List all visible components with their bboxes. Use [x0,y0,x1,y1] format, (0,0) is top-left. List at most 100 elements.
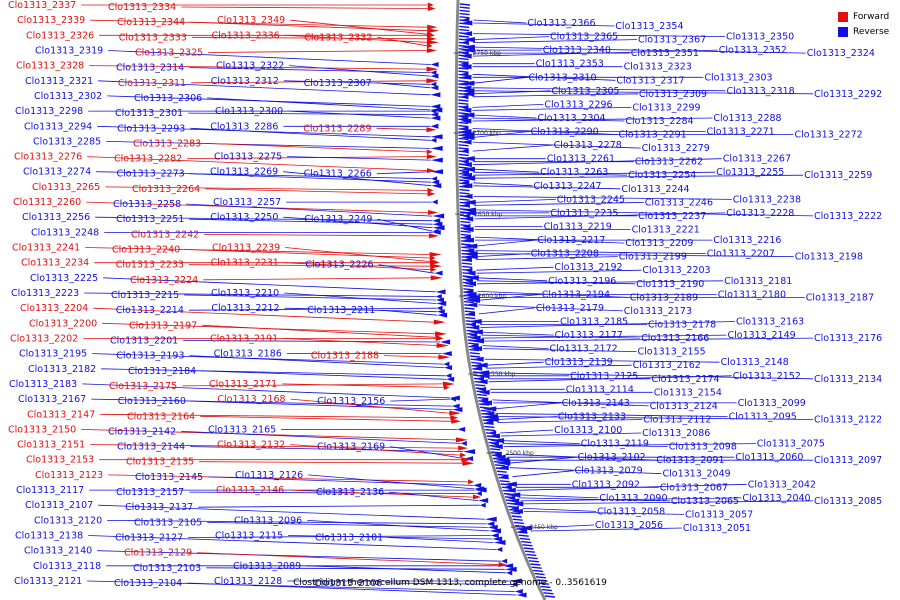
gene-label-clo1313-2192[interactable]: Clo1313_2192 [554,262,622,273]
gene-label-clo1313-2086[interactable]: Clo1313_2086 [642,428,710,439]
gene-label-clo1313-2223[interactable]: Clo1313_2223 [11,288,79,299]
gene-label-clo1313-2216[interactable]: Clo1313_2216 [713,235,781,246]
gene-label-clo1313-2225[interactable]: Clo1313_2225 [30,273,98,284]
gene-label-clo1313-2191[interactable]: Clo1313_2191 [210,334,278,345]
gene-label-clo1313-2095[interactable]: Clo1313_2095 [729,412,797,423]
gene-label-clo1313-2182[interactable]: Clo1313_2182 [28,364,96,375]
gene-label-clo1313-2224[interactable]: Clo1313_2224 [130,275,198,286]
gene-label-clo1313-2147[interactable]: Clo1313_2147 [27,409,95,420]
gene-label-clo1313-2250[interactable]: Clo1313_2250 [210,212,278,223]
gene-label-clo1313-2190[interactable]: Clo1313_2190 [636,279,704,290]
gene-label-clo1313-2172[interactable]: Clo1313_2172 [550,344,618,355]
gene-label-clo1313-2210[interactable]: Clo1313_2210 [211,288,279,299]
gene-label-clo1313-2288[interactable]: Clo1313_2288 [713,113,781,124]
gene-label-clo1313-2103[interactable]: Clo1313_2103 [133,563,201,574]
gene-label-clo1313-2107[interactable]: Clo1313_2107 [25,500,93,511]
gene-label-clo1313-2183[interactable]: Clo1313_2183 [9,379,77,390]
gene-label-clo1313-2318[interactable]: Clo1313_2318 [727,86,795,97]
gene-label-clo1313-2312[interactable]: Clo1313_2312 [211,76,279,87]
gene-label-clo1313-2247[interactable]: Clo1313_2247 [533,181,601,192]
gene-label-clo1313-2125[interactable]: Clo1313_2125 [570,371,638,382]
gene-label-clo1313-2127[interactable]: Clo1313_2127 [115,533,183,544]
gene-label-clo1313-2306[interactable]: Clo1313_2306 [134,93,202,104]
gene-label-clo1313-2208[interactable]: Clo1313_2208 [531,249,599,260]
gene-label-clo1313-2207[interactable]: Clo1313_2207 [707,249,775,260]
gene-label-clo1313-2257[interactable]: Clo1313_2257 [213,197,281,208]
gene-label-clo1313-2267[interactable]: Clo1313_2267 [723,154,791,165]
gene-label-clo1313-2349[interactable]: Clo1313_2349 [217,15,285,26]
gene-label-clo1313-2099[interactable]: Clo1313_2099 [738,398,806,409]
gene-label-clo1313-2350[interactable]: Clo1313_2350 [726,32,794,43]
gene-label-clo1313-2222[interactable]: Clo1313_2222 [814,211,882,222]
gene-label-clo1313-2168[interactable]: Clo1313_2168 [217,394,285,405]
gene-label-clo1313-2114[interactable]: Clo1313_2114 [566,384,634,395]
gene-label-clo1313-2196[interactable]: Clo1313_2196 [548,276,616,287]
gene-label-clo1313-2354[interactable]: Clo1313_2354 [615,21,683,32]
gene-label-clo1313-2286[interactable]: Clo1313_2286 [210,121,278,132]
gene-label-clo1313-2197[interactable]: Clo1313_2197 [129,320,197,331]
gene-label-clo1313-2049[interactable]: Clo1313_2049 [663,469,731,480]
gene-label-clo1313-2124[interactable]: Clo1313_2124 [650,401,718,412]
gene-label-clo1313-2319[interactable]: Clo1313_2319 [35,46,103,57]
gene-label-clo1313-2366[interactable]: Clo1313_2366 [527,18,595,29]
gene-label-clo1313-2272[interactable]: Clo1313_2272 [795,130,863,141]
gene-label-clo1313-2352[interactable]: Clo1313_2352 [719,45,787,56]
gene-label-clo1313-2326[interactable]: Clo1313_2326 [26,30,94,41]
gene-label-clo1313-2336[interactable]: Clo1313_2336 [212,30,280,41]
gene-label-clo1313-2151[interactable]: Clo1313_2151 [17,440,85,451]
gene-label-clo1313-2079[interactable]: Clo1313_2079 [575,466,643,477]
gene-label-clo1313-2098[interactable]: Clo1313_2098 [669,442,737,453]
gene-label-clo1313-2248[interactable]: Clo1313_2248 [31,227,99,238]
gene-label-clo1313-2139[interactable]: Clo1313_2139 [545,357,613,368]
gene-label-clo1313-2164[interactable]: Clo1313_2164 [127,411,195,422]
gene-label-clo1313-2284[interactable]: Clo1313_2284 [625,116,693,127]
gene-label-clo1313-2302[interactable]: Clo1313_2302 [34,91,102,102]
gene-label-clo1313-2217[interactable]: Clo1313_2217 [537,235,605,246]
gene-label-clo1313-2273[interactable]: Clo1313_2273 [117,169,185,180]
gene-label-clo1313-2325[interactable]: Clo1313_2325 [135,48,203,59]
gene-label-clo1313-2199[interactable]: Clo1313_2199 [619,252,687,263]
gene-label-clo1313-2097[interactable]: Clo1313_2097 [814,455,882,466]
gene-label-clo1313-2085[interactable]: Clo1313_2085 [814,496,882,507]
gene-label-clo1313-2263[interactable]: Clo1313_2263 [540,167,608,178]
gene-label-clo1313-2367[interactable]: Clo1313_2367 [638,35,706,46]
gene-label-clo1313-2128[interactable]: Clo1313_2128 [214,576,282,587]
gene-label-clo1313-2194[interactable]: Clo1313_2194 [542,289,610,300]
gene-label-clo1313-2185[interactable]: Clo1313_2185 [560,317,628,328]
gene-label-clo1313-2155[interactable]: Clo1313_2155 [638,347,706,358]
gene-label-clo1313-2275[interactable]: Clo1313_2275 [214,152,282,163]
gene-label-clo1313-2184[interactable]: Clo1313_2184 [128,366,196,377]
gene-label-clo1313-2188[interactable]: Clo1313_2188 [311,351,379,362]
gene-label-clo1313-2167[interactable]: Clo1313_2167 [18,394,86,405]
gene-label-clo1313-2135[interactable]: Clo1313_2135 [126,457,194,468]
gene-label-clo1313-2169[interactable]: Clo1313_2169 [317,442,385,453]
gene-label-clo1313-2144[interactable]: Clo1313_2144 [117,442,185,453]
gene-label-clo1313-2209[interactable]: Clo1313_2209 [625,238,693,249]
gene-label-clo1313-2279[interactable]: Clo1313_2279 [642,143,710,154]
gene-label-clo1313-2339[interactable]: Clo1313_2339 [17,15,85,26]
gene-label-clo1313-2115[interactable]: Clo1313_2115 [215,531,283,542]
gene-label-clo1313-2305[interactable]: Clo1313_2305 [551,86,619,97]
gene-label-clo1313-2324[interactable]: Clo1313_2324 [807,48,875,59]
gene-label-clo1313-2186[interactable]: Clo1313_2186 [214,349,282,360]
gene-label-clo1313-2244[interactable]: Clo1313_2244 [621,184,689,195]
gene-label-clo1313-2231[interactable]: Clo1313_2231 [211,258,279,269]
gene-label-clo1313-2238[interactable]: Clo1313_2238 [733,194,801,205]
gene-label-clo1313-2304[interactable]: Clo1313_2304 [537,113,605,124]
gene-label-clo1313-2102[interactable]: Clo1313_2102 [578,452,646,463]
gene-label-clo1313-2300[interactable]: Clo1313_2300 [215,106,283,117]
gene-label-clo1313-2321[interactable]: Clo1313_2321 [25,76,93,87]
gene-label-clo1313-2091[interactable]: Clo1313_2091 [656,455,724,466]
gene-label-clo1313-2328[interactable]: Clo1313_2328 [16,61,84,72]
gene-label-clo1313-2166[interactable]: Clo1313_2166 [641,333,709,344]
gene-label-clo1313-2242[interactable]: Clo1313_2242 [131,229,199,240]
gene-label-clo1313-2148[interactable]: Clo1313_2148 [721,357,789,368]
gene-label-clo1313-2264[interactable]: Clo1313_2264 [132,184,200,195]
gene-label-clo1313-2171[interactable]: Clo1313_2171 [209,379,277,390]
gene-label-clo1313-2333[interactable]: Clo1313_2333 [119,32,187,43]
gene-label-clo1313-2203[interactable]: Clo1313_2203 [642,265,710,276]
gene-label-clo1313-2200[interactable]: Clo1313_2200 [29,318,97,329]
gene-label-clo1313-2176[interactable]: Clo1313_2176 [814,333,882,344]
gene-label-clo1313-2351[interactable]: Clo1313_2351 [631,48,699,59]
gene-label-clo1313-2235[interactable]: Clo1313_2235 [550,208,618,219]
